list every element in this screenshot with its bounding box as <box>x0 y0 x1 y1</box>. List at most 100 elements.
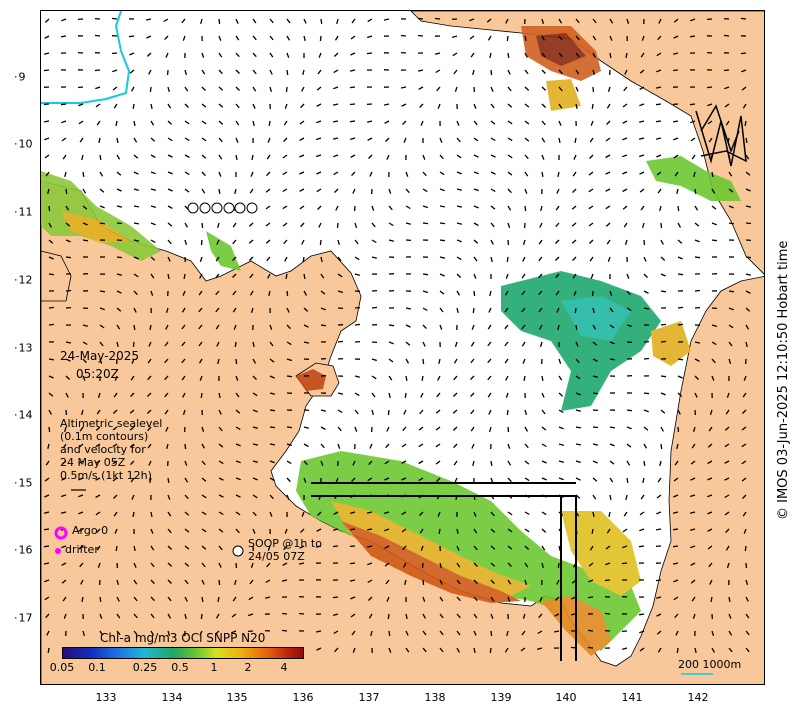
velocity-arrow <box>538 613 543 619</box>
velocity-arrow <box>116 613 121 619</box>
velocity-arrow <box>657 35 662 41</box>
velocity-arrow <box>741 409 747 414</box>
velocity-arrow <box>539 341 543 347</box>
velocity-arrow <box>555 205 560 211</box>
velocity-arrow <box>337 409 343 414</box>
velocity-arrow <box>388 630 391 637</box>
velocity-arrow <box>404 392 407 398</box>
velocity-arrow <box>490 222 495 228</box>
velocity-arrow <box>456 256 462 261</box>
velocity-arrow <box>643 290 649 294</box>
velocity-arrow <box>555 273 560 279</box>
velocity-arrow <box>422 171 427 177</box>
velocity-arrow <box>320 324 326 327</box>
velocity-arrow <box>234 579 237 585</box>
velocity-arrow <box>302 256 305 263</box>
velocity-arrow <box>541 426 547 431</box>
velocity-arrow <box>182 409 186 415</box>
velocity-arrow <box>439 188 445 192</box>
velocity-arrow <box>558 86 563 92</box>
velocity-arrow <box>79 426 84 432</box>
velocity-arrow <box>488 409 492 415</box>
velocity-arrow <box>660 256 666 261</box>
velocity-arrow <box>741 443 747 448</box>
velocity-arrow <box>286 69 289 76</box>
velocity-arrow <box>371 306 378 309</box>
velocity-arrow <box>558 137 561 144</box>
velocity-arrow <box>131 494 135 500</box>
velocity-arrow <box>215 256 220 262</box>
velocity-arrow <box>164 409 169 415</box>
velocity-arrow <box>265 596 271 599</box>
velocity-arrow <box>165 426 169 432</box>
velocity-arrow <box>350 528 356 531</box>
velocity-arrow <box>575 86 579 92</box>
velocity-arrow <box>182 290 186 296</box>
velocity-arrow <box>201 562 206 568</box>
velocity-arrow <box>201 222 204 229</box>
velocity-arrow <box>672 511 679 514</box>
velocity-arrow <box>94 69 101 72</box>
velocity-arrow <box>367 120 373 123</box>
velocity-arrow <box>724 426 730 431</box>
velocity-arrow <box>575 443 582 446</box>
velocity-arrow <box>490 562 496 567</box>
velocity-arrow <box>150 239 156 244</box>
velocity-arrow <box>524 188 528 194</box>
velocity-arrow <box>592 511 595 518</box>
velocity-arrow <box>303 35 306 42</box>
velocity-arrow <box>383 18 390 21</box>
velocity-arrow <box>723 69 730 72</box>
velocity-arrow <box>133 290 138 296</box>
velocity-arrow <box>149 86 152 93</box>
map-canvas <box>41 11 764 684</box>
velocity-arrow <box>472 460 475 466</box>
velocity-arrow <box>218 562 222 568</box>
velocity-arrow <box>643 409 649 413</box>
velocity-arrow <box>639 120 645 123</box>
velocity-arrow <box>589 256 594 262</box>
velocity-arrow <box>366 528 373 531</box>
velocity-arrow <box>114 375 118 381</box>
velocity-arrow <box>623 86 628 92</box>
velocity-arrow <box>659 205 662 211</box>
colorbar-tick: 2 <box>244 661 252 674</box>
velocity-arrow <box>572 188 577 194</box>
velocity-arrow <box>622 154 628 158</box>
velocity-arrow <box>303 290 308 296</box>
velocity-arrow <box>677 323 684 326</box>
velocity-arrow <box>96 528 101 534</box>
velocity-arrow <box>541 103 547 108</box>
velocity-arrow <box>659 460 662 466</box>
velocity-arrow <box>641 35 645 41</box>
velocity-arrow <box>592 460 598 464</box>
velocity-arrow <box>643 256 647 262</box>
velocity-arrow <box>505 375 509 381</box>
velocity-arrow <box>435 460 441 465</box>
velocity-arrow <box>218 511 224 516</box>
velocity-arrow <box>728 188 734 193</box>
velocity-arrow <box>44 35 50 39</box>
velocity-arrow <box>724 511 730 516</box>
map-frame[interactable] <box>40 10 765 685</box>
velocity-arrow <box>439 290 445 295</box>
velocity-arrow <box>61 18 67 22</box>
velocity-arrow <box>384 477 390 481</box>
velocity-arrow <box>505 273 509 279</box>
velocity-arrow <box>265 188 271 193</box>
velocity-arrow <box>541 375 544 382</box>
velocity-arrow <box>62 443 67 449</box>
velocity-arrow <box>639 528 645 532</box>
velocity-arrow <box>82 358 87 364</box>
velocity-arrow <box>167 545 173 550</box>
velocity-arrow <box>354 323 361 326</box>
velocity-arrow <box>235 86 240 92</box>
copyright-label: © IMOS 03-Jun-2025 12:10:50 Hobart time <box>776 240 791 520</box>
velocity-arrow <box>316 120 322 124</box>
velocity-arrow <box>269 35 274 41</box>
velocity-arrow <box>388 358 394 363</box>
velocity-arrow <box>640 205 645 211</box>
velocity-arrow <box>524 120 530 125</box>
velocity-arrow <box>405 358 410 364</box>
velocity-arrow <box>235 120 240 126</box>
